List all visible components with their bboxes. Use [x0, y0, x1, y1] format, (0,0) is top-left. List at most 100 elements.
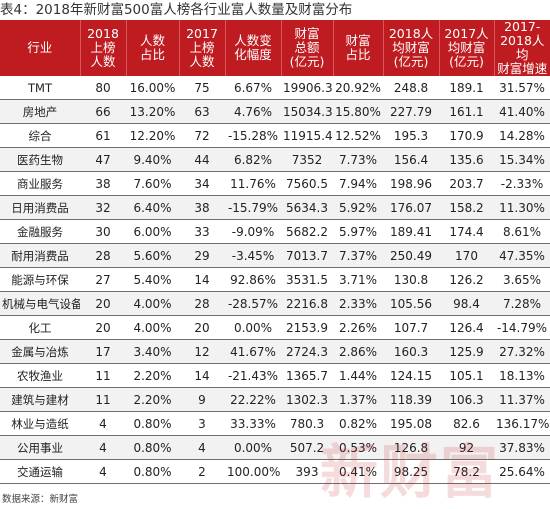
table-row: 公用事业 4 0.80% 4 0.00% 507.2 0.53% 126.8 92 37.83%: [0, 435, 550, 460]
value-cell: -28.57%: [225, 291, 281, 316]
value-cell: 18.13%: [494, 363, 550, 388]
value-cell: 7013.7: [281, 243, 333, 268]
value-cell: 7.37%: [333, 243, 383, 268]
value-cell: 2.20%: [126, 363, 179, 388]
column-header: 2017- 2018人均 财富增速: [494, 20, 550, 76]
column-header: 2018人 均财富 (亿元): [383, 20, 440, 76]
value-cell: 100.00%: [225, 459, 281, 484]
value-cell: 7.94%: [333, 171, 383, 196]
value-cell: -3.45%: [225, 243, 281, 268]
value-cell: 0.00%: [225, 315, 281, 340]
value-cell: 195.08: [383, 411, 439, 436]
wealth-by-industry-table: 行业 2018 上榜 人数 人数 占比 2017 上榜 人数 人数变 化幅度 财富 总额 (亿元) 财富 占比…: [0, 20, 550, 484]
value-cell: -15.28%: [225, 123, 281, 148]
value-cell: 174.4: [439, 219, 494, 244]
value-cell: 4: [80, 411, 126, 436]
value-cell: 41.67%: [225, 339, 281, 364]
table-row: 农牧渔业 11 2.20% 14 -21.43% 1365.7 1.44% 124.15 105…: [0, 363, 550, 388]
table-header: 行业 2018 上榜 人数 人数 占比 2017 上榜 人数 人数变 化幅度 财富 总额 (亿元) 财富 占比…: [0, 20, 550, 76]
value-cell: 80: [80, 76, 126, 100]
value-cell: 33: [179, 219, 225, 244]
value-cell: 7.60%: [126, 171, 179, 196]
industry-cell: 房地产: [0, 99, 80, 124]
value-cell: 4.00%: [126, 315, 179, 340]
value-cell: 2153.9: [281, 315, 333, 340]
value-cell: 2.20%: [126, 387, 179, 412]
value-cell: 20.92%: [333, 76, 383, 100]
value-cell: 507.2: [281, 435, 333, 460]
value-cell: 11: [80, 387, 126, 412]
value-cell: 37.83%: [494, 435, 550, 460]
value-cell: 393: [281, 459, 333, 484]
table-row: 建筑与建材 11 2.20% 9 22.22% 1302.3 1.37% 118.39 106.…: [0, 387, 550, 412]
value-cell: 189.41: [383, 219, 439, 244]
value-cell: 0.00%: [225, 435, 281, 460]
industry-cell: 公用事业: [0, 435, 80, 460]
header-row: 行业 2018 上榜 人数 人数 占比 2017 上榜 人数 人数变 化幅度 财富 总额 (亿元) 财富 占比…: [0, 20, 550, 76]
table-row: 房地产 66 13.20% 63 4.76% 15034.3 15.80% 227.79 161…: [0, 99, 550, 124]
industry-cell: 交通运输: [0, 459, 80, 484]
value-cell: 5.97%: [333, 219, 383, 244]
value-cell: 47: [80, 147, 126, 172]
column-header: 行业: [0, 20, 81, 76]
industry-cell: 林业与造纸: [0, 411, 80, 436]
value-cell: 19906.3: [281, 76, 333, 100]
value-cell: -2.33%: [494, 171, 550, 196]
value-cell: 107.7: [383, 315, 439, 340]
value-cell: 4.76%: [225, 99, 281, 124]
value-cell: 29: [179, 243, 225, 268]
value-cell: 4: [80, 435, 126, 460]
value-cell: 14: [179, 363, 225, 388]
value-cell: 66: [80, 99, 126, 124]
value-cell: 25.64%: [494, 459, 550, 484]
value-cell: 4.00%: [126, 291, 179, 316]
value-cell: 47.35%: [494, 243, 550, 268]
value-cell: 0.53%: [333, 435, 383, 460]
value-cell: 170: [439, 243, 494, 268]
table-row: 林业与造纸 4 0.80% 3 33.33% 780.3 0.82% 195.08 82.6 13…: [0, 411, 550, 436]
value-cell: 98.25: [383, 459, 439, 484]
value-cell: 0.80%: [126, 411, 179, 436]
table-row: 耐用消费品 28 5.60% 29 -3.45% 7013.7 7.37% 250.49 170…: [0, 243, 550, 268]
industry-cell: 建筑与建材: [0, 387, 80, 412]
value-cell: 130.8: [383, 267, 439, 292]
industry-cell: 商业服务: [0, 171, 80, 196]
value-cell: 136.17%: [494, 411, 550, 436]
table-row: 交通运输 4 0.80% 2 100.00% 393 0.41% 98.25 78.2 25.64…: [0, 459, 550, 484]
industry-cell: 农牧渔业: [0, 363, 80, 388]
value-cell: 5682.2: [281, 219, 333, 244]
industry-cell: 机械与电气设备: [0, 291, 80, 316]
value-cell: 82.6: [439, 411, 494, 436]
value-cell: 7560.5: [281, 171, 333, 196]
value-cell: 20: [80, 315, 126, 340]
column-header: 2017人 均财富 (亿元): [439, 20, 495, 76]
value-cell: 106.3: [439, 387, 494, 412]
data-source-note: 数据来源：新财富: [2, 494, 79, 505]
table-title: 表4：2018年新财富500富人榜各行业富人数量及财富分布: [0, 2, 353, 18]
value-cell: 20: [179, 315, 225, 340]
value-cell: 12.20%: [126, 123, 179, 148]
value-cell: 227.79: [383, 99, 439, 124]
value-cell: 5634.3: [281, 195, 333, 220]
value-cell: 12.52%: [333, 123, 383, 148]
value-cell: 11.37%: [494, 387, 550, 412]
value-cell: 15.80%: [333, 99, 383, 124]
value-cell: 105.1: [439, 363, 494, 388]
value-cell: 15034.3: [281, 99, 333, 124]
industry-cell: 综合: [0, 123, 80, 148]
value-cell: 11: [80, 363, 126, 388]
value-cell: 156.4: [383, 147, 439, 172]
industry-cell: 能源与环保: [0, 267, 80, 292]
value-cell: 4: [80, 459, 126, 484]
value-cell: 5.92%: [333, 195, 383, 220]
value-cell: 92.86%: [225, 267, 281, 292]
value-cell: 7.73%: [333, 147, 383, 172]
value-cell: 33.33%: [225, 411, 281, 436]
table-row: 金融服务 30 6.00% 33 -9.09% 5682.2 5.97% 189.41 174.…: [0, 219, 550, 244]
column-header: 财富 占比: [333, 20, 384, 76]
industry-cell: 金融服务: [0, 219, 80, 244]
value-cell: 61: [80, 123, 126, 148]
industry-cell: 医药生物: [0, 147, 80, 172]
table-body: TMT 80 16.00% 75 6.67% 19906.3 20.92% 248.8 189.…: [0, 76, 550, 484]
value-cell: 189.1: [439, 76, 494, 100]
